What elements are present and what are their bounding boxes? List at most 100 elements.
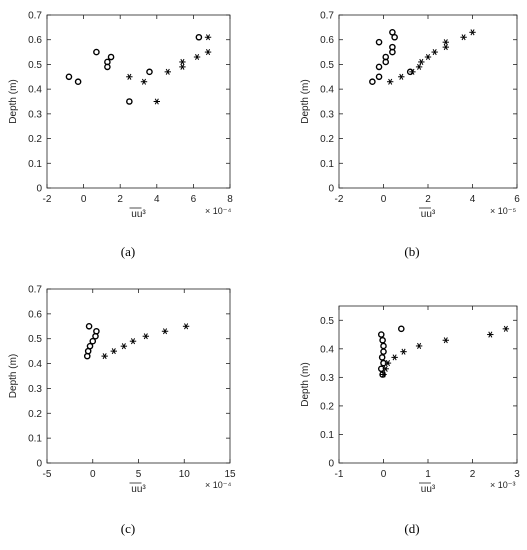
x-tick-label: 2 bbox=[470, 469, 476, 480]
x-axis-label: uu³ bbox=[131, 209, 146, 220]
y-tick-label: 0.1 bbox=[28, 159, 42, 170]
circle-point bbox=[380, 342, 387, 350]
asterisk-point bbox=[142, 333, 150, 340]
asterisk-point bbox=[431, 49, 438, 56]
asterisk-point bbox=[460, 34, 467, 41]
x-tick-label: 0 bbox=[81, 194, 87, 205]
circle-point bbox=[382, 53, 390, 61]
circle-point bbox=[379, 336, 386, 344]
circle-point bbox=[93, 327, 100, 335]
y-tick-label: 0.3 bbox=[28, 109, 42, 120]
y-tick-label: 0 bbox=[328, 184, 334, 195]
x-axis-label: uu³ bbox=[131, 484, 146, 495]
y-tick-label: 0.6 bbox=[28, 309, 42, 320]
x-tick-label: 15 bbox=[224, 469, 236, 480]
circle-point bbox=[85, 322, 93, 330]
y-tick-label: 0.2 bbox=[320, 401, 334, 412]
y-tick-label: 0 bbox=[36, 184, 42, 195]
y-tick-label: 0.4 bbox=[320, 344, 334, 355]
y-tick-label: 0.4 bbox=[320, 85, 334, 96]
y-tick-label: 0.2 bbox=[320, 134, 334, 145]
circle-point bbox=[378, 354, 386, 361]
x-tick-label: 1 bbox=[425, 469, 431, 480]
x-axis-multiplier: × 10⁻⁵ bbox=[490, 206, 517, 216]
asterisk-point bbox=[126, 73, 133, 80]
panel-caption: (a) bbox=[121, 244, 135, 259]
y-tick-label: 0.2 bbox=[28, 409, 42, 420]
circle-point bbox=[146, 68, 153, 76]
x-tick-label: 10 bbox=[179, 469, 191, 480]
y-tick-label: 0.7 bbox=[320, 11, 334, 22]
asterisk-point bbox=[415, 63, 423, 70]
asterisk-point bbox=[400, 348, 407, 355]
panel-caption: (b) bbox=[404, 244, 419, 259]
x-tick-label: 8 bbox=[227, 194, 233, 205]
x-tick-label: -5 bbox=[43, 469, 52, 480]
y-tick-label: 0.5 bbox=[28, 334, 42, 345]
asterisk-point bbox=[204, 49, 212, 56]
asterisk-point bbox=[386, 78, 394, 85]
asterisk-point bbox=[382, 365, 389, 372]
y-tick-label: 0.5 bbox=[320, 316, 334, 327]
y-tick-label: 0.7 bbox=[28, 11, 42, 22]
y-tick-label: 0 bbox=[328, 459, 334, 470]
asterisk-point bbox=[179, 58, 186, 65]
asterisk-point bbox=[384, 360, 392, 367]
x-axis-multiplier: × 10⁻⁴ bbox=[205, 206, 232, 216]
asterisk-point bbox=[101, 353, 108, 360]
asterisk-point bbox=[502, 325, 510, 332]
circle-point bbox=[375, 73, 383, 81]
circle-point bbox=[391, 33, 398, 41]
x-tick-label: -1 bbox=[335, 469, 344, 480]
y-tick-label: 0.4 bbox=[28, 359, 42, 370]
panel-caption: (d) bbox=[404, 521, 419, 536]
plot-frame bbox=[46, 288, 231, 464]
circle-point bbox=[104, 58, 111, 66]
x-tick-label: 4 bbox=[154, 194, 160, 205]
asterisk-point bbox=[140, 78, 148, 85]
x-tick-label: 0 bbox=[381, 469, 387, 480]
y-axis-label: Depth (m) bbox=[8, 79, 19, 123]
panel-caption: (c) bbox=[121, 521, 135, 536]
circle-point bbox=[369, 78, 376, 86]
y-tick-label: 0.2 bbox=[28, 134, 42, 145]
asterisk-point bbox=[418, 58, 425, 65]
circle-point bbox=[89, 337, 97, 345]
circle-point bbox=[93, 48, 100, 56]
plot-frame bbox=[46, 14, 231, 189]
x-tick-label: 2 bbox=[425, 194, 431, 205]
asterisk-point bbox=[129, 338, 137, 345]
y-tick-label: 0.1 bbox=[320, 159, 334, 170]
asterisk-point bbox=[161, 328, 169, 335]
asterisk-point bbox=[409, 68, 416, 75]
y-tick-label: 0.3 bbox=[28, 384, 42, 395]
circle-point bbox=[107, 53, 115, 61]
x-axis-label: uu³ bbox=[421, 484, 436, 495]
x-tick-label: -2 bbox=[43, 194, 52, 205]
y-tick-label: 0.1 bbox=[28, 434, 42, 445]
asterisk-point bbox=[204, 34, 212, 41]
x-tick-label: 0 bbox=[381, 194, 387, 205]
y-tick-label: 0.3 bbox=[320, 109, 334, 120]
asterisk-point bbox=[120, 343, 128, 350]
asterisk-point bbox=[110, 348, 117, 355]
y-tick-label: 0.1 bbox=[320, 430, 334, 441]
asterisk-point bbox=[164, 68, 171, 75]
asterisk-point bbox=[415, 342, 423, 349]
asterisk-point bbox=[179, 63, 186, 70]
circle-point bbox=[126, 98, 133, 105]
circle-point bbox=[389, 43, 396, 51]
y-tick-label: 0.5 bbox=[28, 60, 42, 71]
x-tick-label: 4 bbox=[470, 194, 476, 205]
circle-point bbox=[397, 325, 405, 333]
y-tick-label: 0.6 bbox=[28, 35, 42, 46]
y-tick-label: 0.7 bbox=[28, 285, 42, 296]
asterisk-point bbox=[391, 354, 398, 361]
x-tick-label: 0 bbox=[90, 469, 96, 480]
asterisk-point bbox=[380, 371, 387, 378]
